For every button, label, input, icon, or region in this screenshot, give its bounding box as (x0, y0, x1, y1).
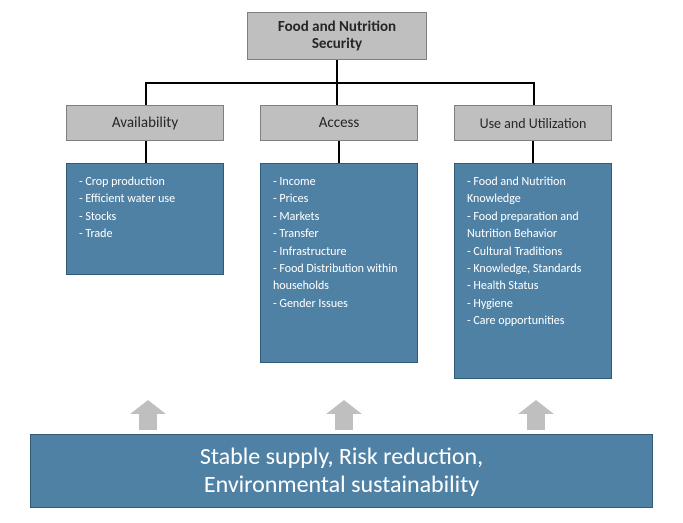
pillar-label: Availability (112, 114, 178, 132)
detail-item: - Infrastructure (273, 244, 407, 261)
connector-drop-left (145, 82, 147, 105)
detail-item: - Efficient water use (79, 191, 213, 208)
connector-drop-right (533, 82, 535, 105)
details-use: - Food and Nutrition Knowledge- Food pre… (454, 163, 612, 379)
detail-item: - Care opportunities (467, 313, 601, 330)
detail-item: - Hygiene (467, 296, 601, 313)
connector-root-down (336, 60, 338, 82)
detail-item: - Stocks (79, 209, 213, 226)
connector-pd-right (532, 141, 534, 163)
detail-item: - Income (273, 174, 407, 191)
foundation-node: Stable supply, Risk reduction,Environmen… (30, 434, 653, 508)
details-availability: - Crop production- Efficient water use- … (66, 163, 224, 275)
detail-item: - Prices (273, 191, 407, 208)
pillar-label: Use and Utilization (480, 115, 587, 132)
detail-item: - Crop production (79, 174, 213, 191)
arrow-up-icon (518, 400, 554, 430)
detail-item: - Markets (273, 209, 407, 226)
detail-item: - Gender Issues (273, 296, 407, 313)
pillar-availability: Availability (66, 105, 224, 141)
detail-item: - Knowledge, Standards (467, 261, 601, 278)
connector-pd-mid (338, 141, 340, 163)
connector-h-bar (145, 82, 533, 84)
arrow-up-icon (326, 400, 362, 430)
detail-item: - Trade (79, 226, 213, 243)
connector-drop-mid (336, 82, 338, 105)
detail-item: - Food Distribution within households (273, 261, 407, 296)
detail-item: - Transfer (273, 226, 407, 243)
details-access: - Income- Prices- Markets- Transfer- Inf… (260, 163, 418, 363)
pillar-access: Access (260, 105, 418, 141)
root-node: Food and NutritionSecurity (247, 12, 427, 60)
arrow-up-icon (130, 400, 166, 430)
pillar-label: Access (319, 114, 360, 132)
pillar-use: Use and Utilization (454, 105, 612, 141)
detail-item: - Food preparation and Nutrition Behavio… (467, 209, 601, 244)
connector-pd-left (145, 141, 147, 163)
detail-item: - Health Status (467, 278, 601, 295)
root-label: Food and NutritionSecurity (278, 19, 396, 54)
detail-item: - Food and Nutrition Knowledge (467, 174, 601, 209)
detail-item: - Cultural Traditions (467, 244, 601, 261)
foundation-label: Stable supply, Risk reduction,Environmen… (200, 443, 483, 498)
